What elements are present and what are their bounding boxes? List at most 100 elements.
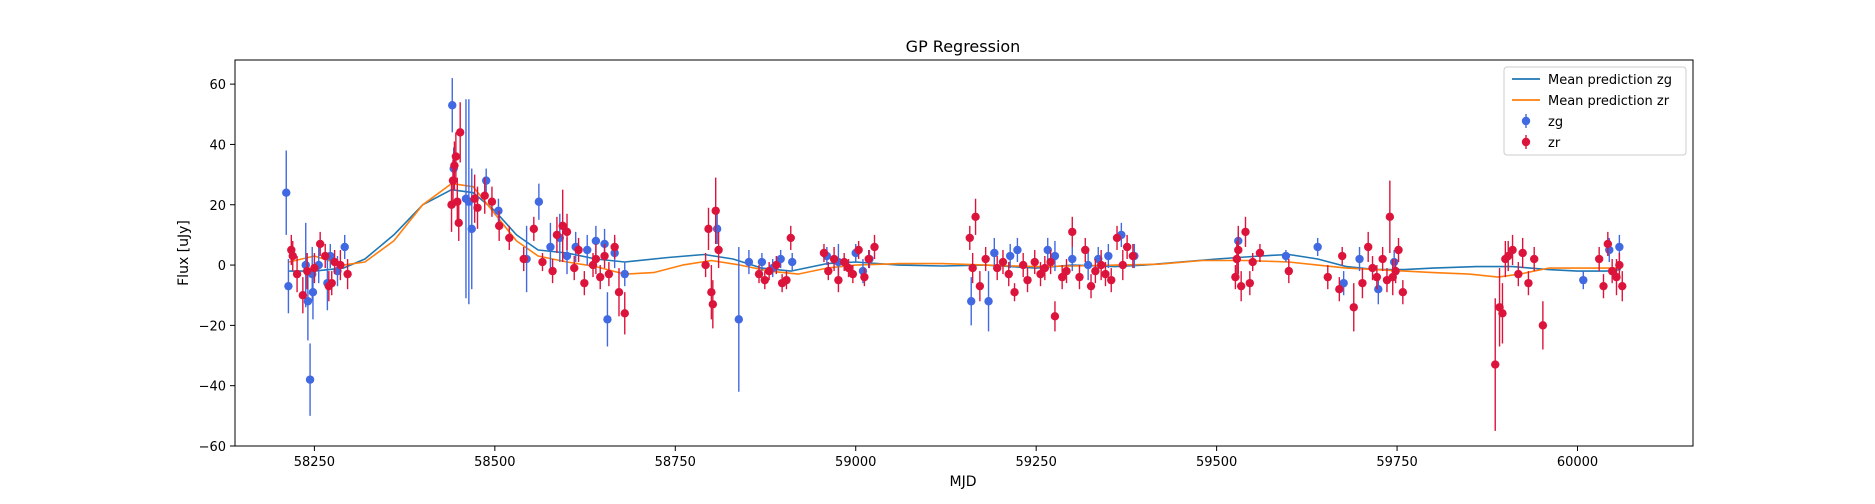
zg-data-point	[1005, 251, 1015, 261]
zg-data-point	[494, 206, 503, 215]
zr-data-point	[1363, 242, 1373, 252]
zr-data-point	[998, 257, 1008, 267]
zr-data-point	[1236, 281, 1246, 291]
legend-label: Mean prediction zr	[1548, 94, 1670, 109]
zr-data-point	[704, 224, 713, 234]
zr-data-point	[1107, 275, 1116, 285]
zr-data-point	[321, 251, 330, 261]
mean-prediction-line-zr	[288, 182, 1621, 278]
zr-data-point	[480, 191, 489, 200]
zr-data-point	[454, 218, 463, 228]
zg-data-point	[1339, 278, 1348, 288]
zr-data-point	[1241, 227, 1250, 237]
zr-data-point	[965, 233, 974, 243]
zr-data-point	[1368, 263, 1377, 273]
zr-data-point	[1062, 266, 1071, 276]
zr-data-point	[819, 248, 829, 258]
zr-data-point	[708, 300, 718, 309]
zr-data-point	[1232, 254, 1242, 264]
zr-data-point	[1530, 254, 1539, 264]
zr-data-point	[1118, 260, 1127, 270]
zr-data-point	[1010, 288, 1019, 297]
zg-data-point	[303, 297, 313, 306]
zr-data-point	[829, 254, 839, 264]
zg-data-point	[448, 101, 457, 110]
zr-data-point	[451, 152, 461, 161]
zr-data-point	[1335, 284, 1344, 294]
zg-data-point	[284, 281, 293, 291]
y-tick-label: 0	[218, 259, 226, 274]
zr-data-point	[1075, 272, 1084, 282]
zg-data-point	[562, 251, 572, 261]
zr-data-point	[854, 245, 863, 255]
zg-data-point	[1083, 260, 1093, 270]
zr-data-point	[620, 309, 629, 318]
zr-data-point	[1394, 245, 1403, 255]
zr-data-point	[1004, 269, 1013, 279]
zr-data-point	[1245, 278, 1255, 288]
zr-data-point	[1372, 272, 1382, 282]
zg-data-point	[481, 176, 491, 185]
zr-data-point	[558, 221, 567, 231]
zr-data-point	[1081, 245, 1090, 255]
zr-data-point	[336, 260, 345, 270]
zr-data-point	[1504, 251, 1513, 261]
x-tick-label: 58250	[294, 455, 335, 470]
zr-data-point	[614, 288, 624, 297]
zr-data-point	[870, 242, 879, 252]
zr-data-point	[302, 266, 312, 276]
x-axis-label: MJD	[950, 474, 977, 490]
y-tick-label: −20	[199, 319, 226, 334]
zr-data-point	[1349, 303, 1358, 312]
zr-data-point	[1096, 260, 1106, 270]
zg-data-point	[546, 242, 555, 252]
zg-data-point	[1374, 284, 1383, 294]
zr-data-point	[860, 272, 869, 282]
x-tick-label: 58750	[655, 455, 696, 470]
zr-data-point	[519, 254, 528, 264]
zr-data-point	[1046, 257, 1055, 267]
legend-label: zg	[1548, 115, 1563, 130]
zr-data-point	[610, 242, 619, 252]
zr-data-point	[1248, 257, 1257, 267]
zr-data-point	[714, 245, 723, 255]
zr-data-point	[574, 245, 583, 255]
zr-data-point	[824, 266, 833, 276]
zr-data-point	[529, 224, 539, 234]
x-tick-label: 60000	[1557, 455, 1598, 470]
zr-data-point	[1538, 321, 1548, 330]
zr-data-point	[453, 197, 462, 206]
zr-data-point	[494, 221, 504, 231]
zr-data-point	[1050, 312, 1060, 321]
zr-data-point	[298, 291, 308, 300]
zg-data-point	[1104, 251, 1113, 261]
zr-data-point	[844, 263, 853, 273]
zg-data-point	[591, 236, 601, 246]
zr-data-point	[848, 269, 858, 279]
zg-data-point	[620, 269, 629, 279]
zr-data-point	[1284, 266, 1294, 276]
zr-data-point	[993, 263, 1002, 273]
zg-data-point	[1313, 242, 1322, 252]
zr-data-point	[315, 239, 325, 249]
zr-data-point	[343, 269, 352, 279]
zr-data-point	[470, 194, 479, 203]
legend-box	[1503, 66, 1687, 156]
legend-point-swatch	[1521, 137, 1531, 147]
zr-data-point	[1068, 227, 1077, 237]
zg-data-point	[967, 297, 976, 306]
zg-data-point	[1355, 254, 1364, 264]
zr-data-point	[1607, 266, 1617, 276]
zr-data-point	[772, 260, 781, 270]
plot-area	[282, 78, 1627, 431]
zr-data-point	[327, 278, 336, 288]
zg-data-point	[1050, 251, 1060, 261]
zg-data-point	[467, 224, 476, 234]
zr-data-point	[1385, 212, 1395, 222]
x-tick-label: 58500	[474, 455, 515, 470]
zg-data-point	[603, 315, 612, 324]
zr-data-point	[1618, 281, 1627, 291]
zg-data-point	[282, 188, 291, 197]
zr-data-point	[707, 288, 716, 297]
